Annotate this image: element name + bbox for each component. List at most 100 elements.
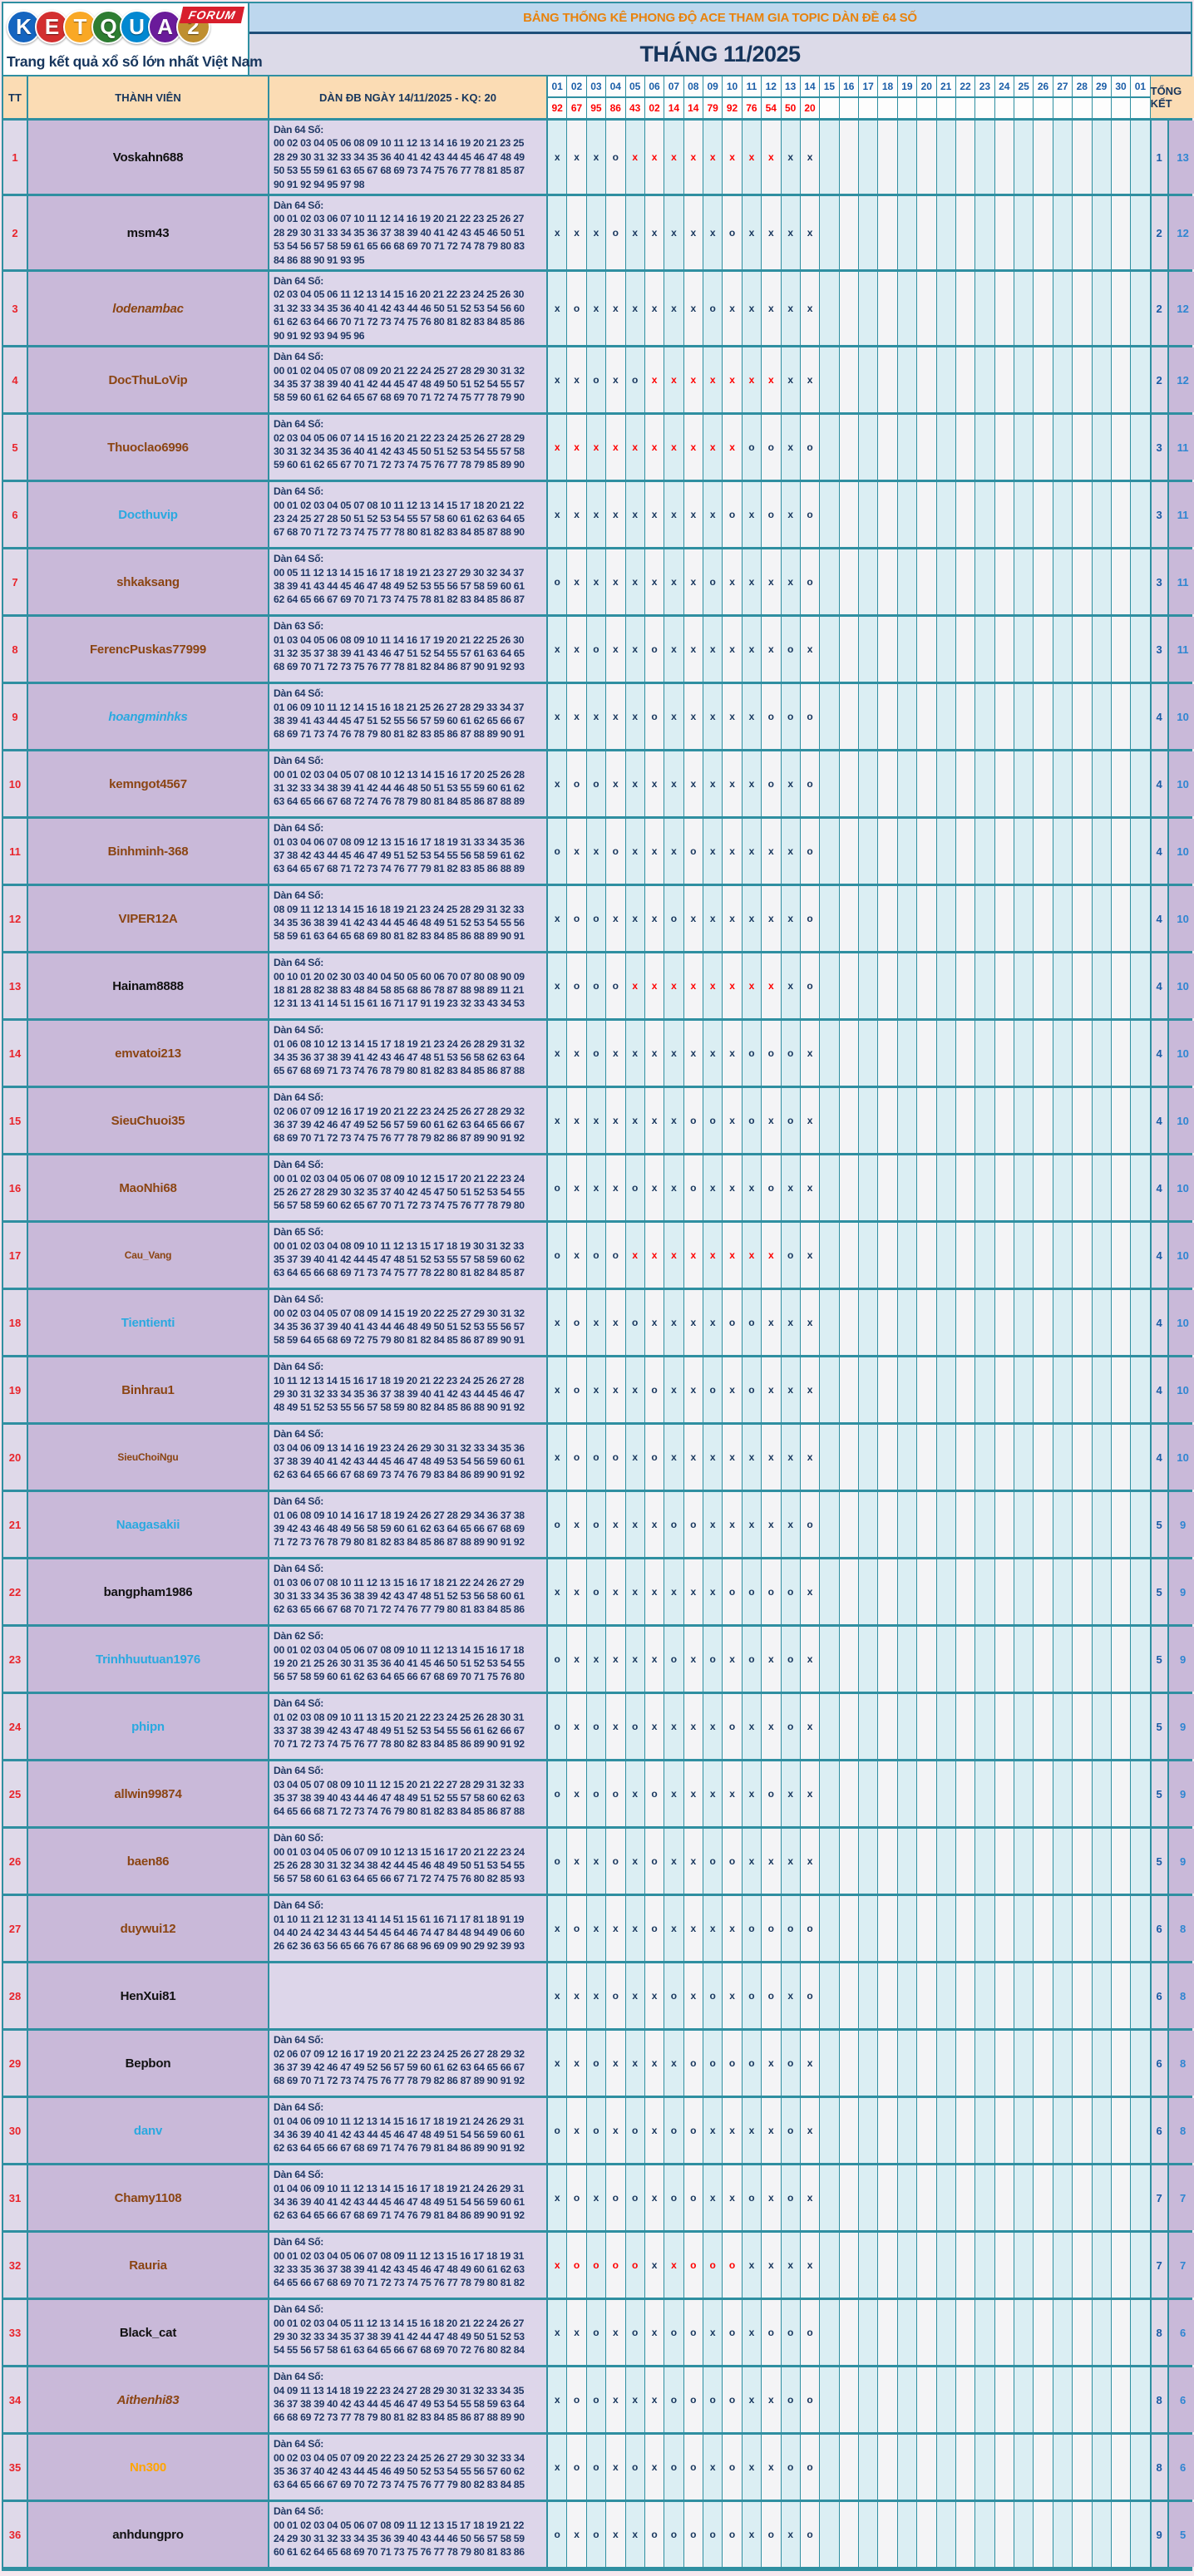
- mark-cell: [994, 1761, 1014, 1827]
- member-name[interactable]: baen86: [28, 1829, 269, 1894]
- member-name[interactable]: FerencPuskas77999: [28, 617, 269, 682]
- dan-numbers: Dàn 63 Số: 01 03 04 05 06 08 09 10 11 14 …: [269, 617, 548, 682]
- mark-x: x: [606, 2367, 626, 2433]
- mark-o: o: [586, 2367, 607, 2433]
- member-name[interactable]: danv: [28, 2098, 269, 2164]
- mark-x: x: [683, 482, 703, 548]
- member-name[interactable]: SieuChoiNgu: [28, 1425, 269, 1490]
- mark-cell: [975, 1290, 995, 1356]
- mark-x: x: [606, 684, 626, 750]
- member-name[interactable]: Voskahn688: [28, 121, 269, 195]
- mark-cell: [839, 1492, 859, 1558]
- mark-x-red: x: [742, 347, 762, 413]
- dan-line: 28 29 30 31 32 33 34 35 36 40 41 42 43 4…: [274, 150, 525, 163]
- member-name[interactable]: MaoNhi68: [28, 1155, 269, 1221]
- row-rank: 20: [3, 1425, 28, 1490]
- forum-badge[interactable]: FORUM: [179, 7, 245, 23]
- member-name[interactable]: Docthuvip: [28, 482, 269, 548]
- member-name[interactable]: Chamy1108: [28, 2165, 269, 2231]
- mark-cell: [820, 121, 840, 195]
- mark-x: x: [781, 549, 801, 615]
- mark-x: x: [762, 196, 782, 270]
- member-name[interactable]: msm43: [28, 196, 269, 270]
- member-name[interactable]: VIPER12A: [28, 886, 269, 952]
- mark-x: x: [762, 819, 782, 884]
- member-name[interactable]: emvatoi213: [28, 1021, 269, 1086]
- mark-cell: [820, 819, 840, 884]
- member-name[interactable]: Binhminh-368: [28, 819, 269, 884]
- mark-cell: [917, 415, 937, 480]
- member-name[interactable]: Thuoclao6996: [28, 415, 269, 480]
- mark-cell: [1014, 1290, 1034, 1356]
- mark-x: x: [567, 1694, 587, 1760]
- member-name[interactable]: Trinhhuutuan1976: [28, 1627, 269, 1692]
- member-name[interactable]: SieuChuoi35: [28, 1088, 269, 1154]
- member-name[interactable]: shkaksang: [28, 549, 269, 615]
- dan-line: 38 39 41 43 44 45 46 47 48 49 52 53 55 5…: [274, 579, 525, 592]
- day-header: 26: [1034, 76, 1053, 98]
- row-rank: 21: [3, 1492, 28, 1558]
- member-name[interactable]: Binhrau1: [28, 1357, 269, 1423]
- day-header: 19: [897, 76, 917, 98]
- table-row: 8 FerencPuskas77999 Dàn 63 Số: 01 03 04 05 …: [3, 614, 1194, 682]
- mark-cell: [975, 1088, 995, 1154]
- member-name[interactable]: Cau_Vang: [28, 1223, 269, 1288]
- mark-cell: [1073, 953, 1093, 1019]
- mark-cell: [1053, 2165, 1073, 2231]
- mark-cell: [955, 1761, 976, 1827]
- mark-cell: [1053, 1694, 1073, 1760]
- mark-cell: [839, 272, 859, 346]
- day-header: 28: [1073, 76, 1092, 98]
- member-name[interactable]: Naagasakii: [28, 1492, 269, 1558]
- member-name[interactable]: lodenambac: [28, 272, 269, 346]
- mark-cell: [936, 886, 956, 952]
- member-name[interactable]: kemngot4567: [28, 751, 269, 817]
- member-name[interactable]: allwin99874: [28, 1761, 269, 1827]
- mark-x-red: x: [742, 1223, 762, 1288]
- mark-cell: [1111, 1829, 1132, 1894]
- member-name[interactable]: Aithenhi83: [28, 2367, 269, 2433]
- total-miss-count: 2: [1150, 272, 1169, 346]
- day-header: 10: [723, 76, 742, 98]
- mark-cell: [1131, 196, 1151, 270]
- member-name[interactable]: Tientienti: [28, 1290, 269, 1356]
- mark-x: x: [762, 2098, 782, 2164]
- mark-cell: [1092, 415, 1112, 480]
- member-name[interactable]: hoangminhks: [28, 684, 269, 750]
- dan-line: 71 72 73 76 78 79 80 81 82 83 84 85 86 8…: [274, 1536, 525, 1549]
- dan-title: Dàn 64 Số:: [274, 124, 323, 135]
- mark-x: x: [703, 2300, 723, 2366]
- day-result: 86: [606, 98, 625, 118]
- mark-x: x: [644, 819, 665, 884]
- mark-cell: [917, 1829, 937, 1894]
- member-name[interactable]: Nn300: [28, 2435, 269, 2500]
- mark-x: x: [762, 886, 782, 952]
- member-name[interactable]: phipn: [28, 1694, 269, 1760]
- dan-line: 64 65 66 68 71 72 73 74 76 79 80 81 82 8…: [274, 1805, 525, 1818]
- member-name[interactable]: Hainam8888: [28, 953, 269, 1019]
- member-name[interactable]: Bepbon: [28, 2031, 269, 2096]
- mark-cell: [1053, 1627, 1073, 1692]
- member-name[interactable]: duywui12: [28, 1896, 269, 1962]
- member-name[interactable]: Rauria: [28, 2233, 269, 2298]
- mark-o: o: [781, 2300, 801, 2366]
- member-name[interactable]: bangpham1986: [28, 1559, 269, 1625]
- mark-cell: [1053, 1492, 1073, 1558]
- month-title: THÁNG 11/2025: [249, 34, 1191, 75]
- member-name[interactable]: DocThuLoVip: [28, 347, 269, 413]
- mark-cell: [1034, 196, 1053, 270]
- member-name[interactable]: HenXui81: [28, 1963, 269, 2029]
- total-miss-count: 4: [1150, 1290, 1169, 1356]
- mark-x: x: [586, 1155, 607, 1221]
- member-name[interactable]: Black_cat: [28, 2300, 269, 2366]
- mark-cell: [1014, 1088, 1034, 1154]
- total-miss-count: 2: [1150, 347, 1169, 413]
- member-name[interactable]: anhdungpro: [28, 2502, 269, 2568]
- row-rank: 3: [3, 272, 28, 346]
- dan-line: 30 31 32 34 35 36 40 41 42 43 45 50 51 5…: [274, 445, 525, 457]
- mark-cell: [820, 1829, 840, 1894]
- mark-cell: [820, 1896, 840, 1962]
- mark-x-red: x: [664, 415, 684, 480]
- mark-cell: [917, 1357, 937, 1423]
